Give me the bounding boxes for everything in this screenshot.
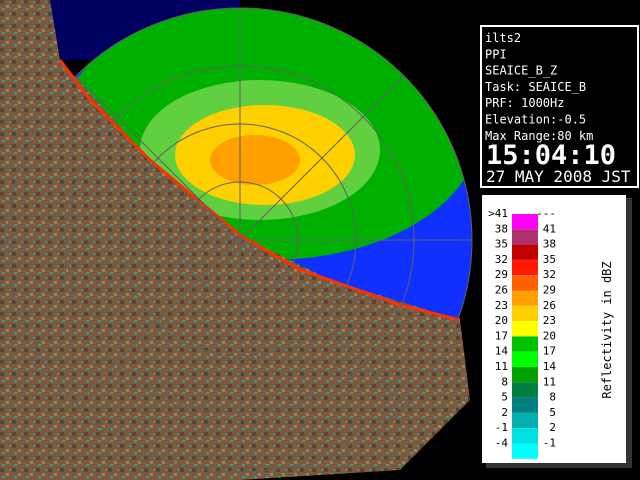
legend-high: 32 xyxy=(543,268,556,281)
info-panel xyxy=(480,25,639,188)
legend-swatch xyxy=(530,367,538,383)
legend-high: 8 xyxy=(549,391,556,404)
info-line: SEAICE_B_Z xyxy=(485,64,557,78)
legend-swatch xyxy=(512,412,530,429)
legend-swatch xyxy=(530,443,538,459)
legend-swatch xyxy=(530,336,538,352)
legend-swatch xyxy=(530,351,538,367)
time: 15:04:10 xyxy=(486,140,616,171)
legend-swatch xyxy=(530,290,538,306)
legend-swatch xyxy=(530,397,538,413)
date: 27 MAY 2008 JST xyxy=(486,167,631,186)
legend-high: 17 xyxy=(543,345,556,358)
legend-swatch xyxy=(530,428,538,444)
legend-box xyxy=(482,195,626,463)
info-line: PRF: 1000Hz xyxy=(485,96,564,110)
legend-low: 11 xyxy=(495,360,508,373)
legend-high: 2 xyxy=(549,421,556,434)
legend-low: 17 xyxy=(495,329,508,342)
range-rings xyxy=(7,7,473,473)
legend-swatch xyxy=(530,321,538,337)
legend-low: >41 xyxy=(488,207,508,220)
legend-swatch xyxy=(530,229,538,245)
legend-low: 14 xyxy=(495,345,509,358)
info-text: ilts2 PPI SEAICE_B_Z Task: SEAICE_B PRF: 100… xyxy=(485,31,593,143)
legend-low: 29 xyxy=(495,268,508,281)
legend-swatch xyxy=(512,214,530,230)
legend-low: 20 xyxy=(495,314,508,327)
legend-swatch xyxy=(512,428,530,444)
legend-high: 35 xyxy=(543,253,556,266)
legend-swatch xyxy=(512,336,530,352)
legend-swatch xyxy=(530,305,538,322)
legend-low: 35 xyxy=(495,238,508,251)
legend-high: 20 xyxy=(543,329,556,342)
info-line: Task: SEAICE_B xyxy=(485,80,586,94)
legend-low: -1 xyxy=(495,421,508,434)
legend-high: 38 xyxy=(543,238,556,251)
legend-title: Reflectivity in dBZ xyxy=(600,261,614,398)
legend-swatch xyxy=(530,214,538,230)
legend-swatch xyxy=(512,397,530,413)
legend-swatch xyxy=(530,275,538,291)
legend-low: 23 xyxy=(495,299,508,312)
legend-swatch xyxy=(512,351,530,367)
legend-swatch xyxy=(512,443,530,459)
legend-swatch xyxy=(512,259,530,276)
legend-swatch xyxy=(530,244,538,260)
info-line: ilts2 xyxy=(485,31,521,45)
legend-high: -1 xyxy=(543,437,556,450)
echo-orange xyxy=(210,135,300,185)
legend-swatch xyxy=(512,382,530,398)
legend-low: 5 xyxy=(501,391,508,404)
legend-high: 29 xyxy=(543,284,556,297)
legend-high: --- xyxy=(536,207,556,220)
legend-swatch xyxy=(512,229,530,245)
legend-swatch xyxy=(512,290,530,306)
legend-swatch xyxy=(530,382,538,398)
legend-swatch xyxy=(512,305,530,322)
legend-swatch xyxy=(512,244,530,260)
legend-swatch xyxy=(512,321,530,337)
legend-high: 23 xyxy=(543,314,556,327)
legend-low: 8 xyxy=(501,375,508,388)
legend-low: -4 xyxy=(495,437,509,450)
info-line: PPI xyxy=(485,47,507,61)
coast-echo xyxy=(58,59,461,322)
legend-swatch xyxy=(512,275,530,291)
legend-high: 14 xyxy=(543,360,557,373)
legend-swatch xyxy=(530,259,538,276)
info-line: Elevation:-0.5 xyxy=(485,113,586,127)
legend-swatch xyxy=(512,367,530,383)
legend-low: 38 xyxy=(495,222,508,235)
legend-high: 11 xyxy=(543,375,556,388)
legend-high: 41 xyxy=(543,222,556,235)
legend-high: 5 xyxy=(549,406,556,419)
info-line: Max Range:80 km xyxy=(485,129,593,143)
legend: >41 --- 38 41 35 38 32 35 29 32 26 29 23 26 20 23 17 20 14… xyxy=(488,207,556,459)
legend-low: 32 xyxy=(495,253,508,266)
legend-low: 2 xyxy=(501,406,508,419)
legend-low: 26 xyxy=(495,284,508,297)
legend-high: 26 xyxy=(543,299,556,312)
legend-swatch xyxy=(530,412,538,429)
